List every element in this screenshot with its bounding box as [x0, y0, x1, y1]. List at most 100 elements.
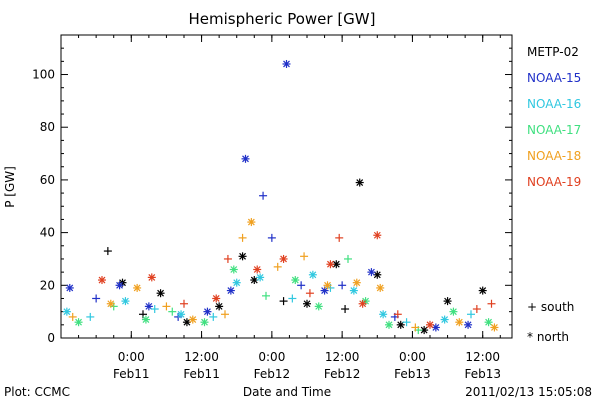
- y-tick-label: 40: [40, 226, 55, 240]
- point-noaa-17-north: [291, 276, 300, 285]
- footer-timestamp: 2011/02/13 15:05:08: [465, 385, 592, 399]
- data-markers: [62, 59, 499, 335]
- x-tick-label-time: 12:00: [184, 350, 219, 364]
- point-metp-02-north: [478, 286, 487, 295]
- legend: METP-02 NOAA-15 NOAA-16 NOAA-17 NOAA-18 NOAA-…: [527, 45, 581, 189]
- x-tick-label-date: Feb13: [464, 367, 501, 381]
- y-tick-label: 0: [47, 331, 55, 345]
- plot-frame: [60, 34, 513, 339]
- point-noaa-19-south: [472, 305, 481, 314]
- point-noaa-16-north: [440, 315, 449, 324]
- legend-entry-noaa-15: NOAA-15: [527, 71, 581, 85]
- x-tick-label-time: 0:00: [258, 350, 285, 364]
- point-noaa-18-north: [106, 299, 115, 308]
- point-noaa-15-north: [320, 286, 329, 295]
- point-noaa-16-north: [121, 297, 130, 306]
- point-metp-02-north: [396, 320, 405, 329]
- point-noaa-19-south: [180, 299, 188, 308]
- x-tick-label-date: Feb11: [183, 367, 220, 381]
- point-noaa-17-south: [262, 291, 270, 300]
- point-metp-02-north: [332, 260, 341, 269]
- x-tick-label-date: Feb11: [113, 367, 150, 381]
- point-noaa-19-south: [393, 310, 402, 319]
- point-noaa-15-north: [241, 154, 250, 163]
- x-tick-label-time: 12:00: [465, 350, 500, 364]
- point-noaa-19-north: [98, 276, 106, 285]
- point-noaa-19-north: [426, 320, 434, 329]
- legend-entry-noaa-18: NOAA-18: [527, 149, 581, 163]
- point-noaa-17-north: [74, 318, 83, 327]
- point-metp-02-north: [443, 297, 452, 306]
- point-metp-02-north: [215, 302, 224, 311]
- point-noaa-16-south: [402, 318, 411, 327]
- point-noaa-16-north: [177, 310, 186, 319]
- point-noaa-19-south: [305, 289, 314, 298]
- x-axis-label: Date and Time: [243, 385, 331, 399]
- point-noaa-17-north: [200, 318, 209, 327]
- point-noaa-15-south: [338, 281, 347, 290]
- point-noaa-15-north: [282, 59, 291, 68]
- marker-legend-south: + south: [527, 300, 574, 314]
- y-tick-label: 60: [40, 173, 55, 187]
- point-noaa-15-south: [259, 191, 268, 200]
- point-noaa-18-north: [455, 318, 464, 327]
- point-noaa-16-north: [349, 286, 358, 295]
- point-noaa-16-north: [62, 307, 71, 316]
- point-noaa-18-south: [411, 323, 420, 332]
- point-noaa-16-north: [256, 273, 265, 282]
- point-noaa-18-south: [68, 312, 77, 321]
- point-noaa-19-north: [373, 231, 382, 240]
- point-noaa-15-north: [226, 286, 235, 295]
- point-noaa-15-north: [115, 281, 124, 290]
- point-metp-02-north: [182, 318, 191, 327]
- y-tick-label: 80: [40, 120, 55, 134]
- point-noaa-17-north: [229, 265, 238, 274]
- point-noaa-15-north: [367, 268, 376, 277]
- point-noaa-18-north: [376, 283, 385, 292]
- point-noaa-17-north: [449, 307, 458, 316]
- y-tick-label: 100: [32, 68, 55, 82]
- y-axis-label: P [GW]: [3, 166, 17, 208]
- x-tick-label-time: 12:00: [325, 350, 360, 364]
- point-noaa-17-south: [344, 254, 352, 263]
- point-noaa-15-south: [267, 233, 276, 242]
- x-tick-label-date: Feb13: [394, 367, 431, 381]
- point-noaa-18-north: [133, 283, 142, 292]
- point-noaa-19-south: [335, 233, 344, 242]
- point-metp-02-south: [279, 297, 288, 306]
- point-noaa-19-north: [253, 265, 262, 274]
- point-metp-02-south: [341, 305, 350, 314]
- point-noaa-17-north: [484, 318, 493, 327]
- point-noaa-15-south: [297, 281, 306, 290]
- point-noaa-15-north: [144, 302, 153, 311]
- point-noaa-18-south: [273, 262, 282, 271]
- x-axis: 0:00 Feb11 12:00 Feb11 0:00 Feb12 12:00 Feb12 0:…: [60, 35, 501, 381]
- point-noaa-17-north: [314, 302, 323, 311]
- point-noaa-18-south: [221, 310, 229, 319]
- point-noaa-15-south: [92, 294, 101, 303]
- point-metp-02-north: [156, 289, 165, 298]
- point-noaa-19-north: [326, 260, 335, 269]
- point-metp-02-north: [250, 276, 259, 285]
- point-noaa-15-north: [65, 283, 74, 292]
- x-tick-label-time: 0:00: [399, 350, 426, 364]
- point-noaa-19-south: [487, 299, 496, 308]
- point-noaa-19-north: [358, 299, 367, 308]
- x-tick-label-time: 0:00: [118, 350, 145, 364]
- x-tick-label-date: Feb12: [324, 367, 361, 381]
- point-metp-02-north: [355, 178, 364, 187]
- chart-title: Hemispheric Power [GW]: [189, 10, 376, 28]
- point-noaa-19-south: [223, 254, 232, 263]
- point-noaa-18-south: [162, 302, 171, 311]
- point-noaa-16-north: [379, 310, 388, 319]
- point-metp-02-south: [103, 247, 112, 256]
- legend-entry-noaa-17: NOAA-17: [527, 123, 581, 137]
- legend-entry-metp-02: METP-02: [527, 45, 579, 59]
- y-axis: 0 20 40 60 80 100: [32, 47, 512, 345]
- point-noaa-19-north: [147, 273, 156, 282]
- point-noaa-18-south: [300, 252, 309, 261]
- footer-credit: Plot: CCMC: [4, 385, 70, 399]
- marker-legend-north: * north: [527, 330, 569, 344]
- legend-entry-noaa-19: NOAA-19: [527, 175, 581, 189]
